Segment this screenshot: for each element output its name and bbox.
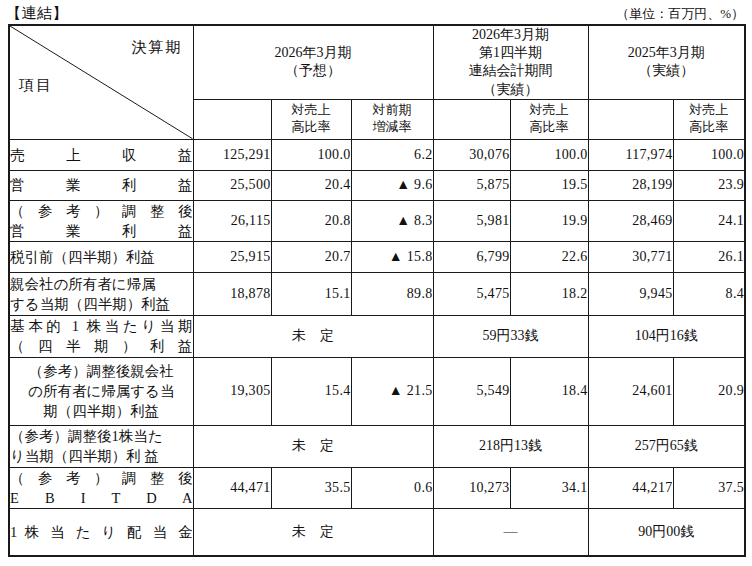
cell-value: 28,199	[588, 170, 673, 200]
row-label: 基本的 1 株当たり当期 （ 四 半 期 ） 利 益	[9, 315, 193, 357]
cell-value: 25,500	[193, 170, 271, 200]
cell-value: 24.1	[673, 200, 745, 241]
cell-value: 20.4	[271, 170, 351, 200]
cell-value: 18.2	[510, 272, 588, 315]
cell-value: 35.5	[271, 467, 351, 508]
row-label: 売 上 収 益	[9, 139, 193, 170]
cell-value: 20.8	[271, 200, 351, 241]
cell-value: 26.1	[673, 241, 745, 272]
row-label: （ 参 考 ） 調 整 後 E B I T D A	[9, 467, 193, 508]
cell-value: 34.1	[510, 467, 588, 508]
cell-merged-value: 218円13銭	[433, 425, 588, 467]
subheader-sales-ratio: 対売上 高比率	[673, 99, 745, 139]
cell-value: 20.9	[673, 357, 745, 425]
financial-results-table: 決算期 項目 2026年3月期 （予想） 2026年3月期 第1四半期 連結会計…	[8, 24, 746, 557]
empty-subheader-cell	[193, 99, 271, 139]
cell-merged-value: 104円16銭	[588, 315, 745, 357]
cell-value: 26,115	[193, 200, 271, 241]
cell-value: 19.5	[510, 170, 588, 200]
table-row-operating-profit: 営 業 利 益 25,500 20.4 ▲ 9.6 5,875 19.5 28,…	[9, 170, 745, 200]
cell-value: ▲ 15.8	[351, 241, 433, 272]
row-label: 営 業 利 益	[9, 170, 193, 200]
cell-value: 25,915	[193, 241, 271, 272]
diagonal-header-cell: 決算期 項目	[9, 25, 193, 139]
cell-value: ▲ 8.3	[351, 200, 433, 241]
cell-value: 117,974	[588, 139, 673, 170]
subheader-sales-ratio: 対売上 高比率	[510, 99, 588, 139]
cell-value: 0.6	[351, 467, 433, 508]
column-group-fy2026-forecast: 2026年3月期 （予想）	[193, 25, 433, 99]
consolidated-tag: 【連結】	[6, 4, 68, 23]
table-row-adjusted-eps: （参考）調整後1株当た り当期（四半期）利 益 未 定 218円13銭 257円…	[9, 425, 745, 467]
column-group-fy2026-q1-actual: 2026年3月期 第1四半期 連結会計期間 （実績）	[433, 25, 588, 99]
cell-value: 44,471	[193, 467, 271, 508]
cell-value: 100.0	[673, 139, 745, 170]
fiscal-period-label: 決算期	[132, 38, 183, 57]
cell-value: 15.1	[271, 272, 351, 315]
cell-merged-value: 未 定	[193, 315, 433, 357]
items-label: 項目	[19, 76, 53, 95]
cell-value: 5,475	[433, 272, 510, 315]
cell-value: 20.7	[271, 241, 351, 272]
table-row-profit-attributable-to-owners: 親会社の所有者に帰属 する当期（四半期）利益 18,878 15.1 89.8 …	[9, 272, 745, 315]
cell-value: 9,945	[588, 272, 673, 315]
cell-value: 22.6	[510, 241, 588, 272]
row-label: 親会社の所有者に帰属 する当期（四半期）利益	[9, 272, 193, 315]
cell-value: 28,469	[588, 200, 673, 241]
cell-value: 125,291	[193, 139, 271, 170]
cell-value: 5,549	[433, 357, 510, 425]
table-row-revenue: 売 上 収 益 125,291 100.0 6.2 30,076 100.0 1…	[9, 139, 745, 170]
table-row-adjusted-operating-profit: （ 参 考 ） 調 整 後 営 業 利 益 26,115 20.8 ▲ 8.3 …	[9, 200, 745, 241]
cell-merged-value: ―	[433, 508, 588, 556]
cell-value: 5,981	[433, 200, 510, 241]
cell-value: 37.5	[673, 467, 745, 508]
table-row-adjusted-profit-attributable: （参考）調整後親会社 の所有者に帰属する当 期（四半期）利益 19,305 15…	[9, 357, 745, 425]
cell-value: 19.9	[510, 200, 588, 241]
cell-merged-value: 257円65銭	[588, 425, 745, 467]
cell-value: 89.8	[351, 272, 433, 315]
cell-value: 19,305	[193, 357, 271, 425]
cell-value: 8.4	[673, 272, 745, 315]
row-label: 1 株 当 た り 配 当 金	[9, 508, 193, 556]
cell-value: 30,076	[433, 139, 510, 170]
column-group-fy2025-actual: 2025年3月期 （実績）	[588, 25, 745, 99]
cell-value: 30,771	[588, 241, 673, 272]
empty-subheader-cell	[588, 99, 673, 139]
cell-value: 18,878	[193, 272, 271, 315]
table-row-pretax-profit: 税引前（四半期）利益 25,915 20.7 ▲ 15.8 6,799 22.6…	[9, 241, 745, 272]
empty-subheader-cell	[433, 99, 510, 139]
cell-value: 44,217	[588, 467, 673, 508]
subheader-change-ratio: 対前期 増減率	[351, 99, 433, 139]
cell-value: 6,799	[433, 241, 510, 272]
cell-value: ▲ 21.5	[351, 357, 433, 425]
header-row-groups: 決算期 項目 2026年3月期 （予想） 2026年3月期 第1四半期 連結会計…	[9, 25, 745, 99]
row-label: （ 参 考 ） 調 整 後 営 業 利 益	[9, 200, 193, 241]
row-label: （参考）調整後親会社 の所有者に帰属する当 期（四半期）利益	[9, 357, 193, 425]
cell-value: 24,601	[588, 357, 673, 425]
subheader-sales-ratio: 対売上 高比率	[271, 99, 351, 139]
cell-merged-value: 59円33銭	[433, 315, 588, 357]
cell-value: 5,875	[433, 170, 510, 200]
cell-value: 23.9	[673, 170, 745, 200]
table-row-adjusted-ebitda: （ 参 考 ） 調 整 後 E B I T D A 44,471 35.5 0.…	[9, 467, 745, 508]
cell-value: 100.0	[510, 139, 588, 170]
table-row-dividend-per-share: 1 株 当 た り 配 当 金 未 定 ― 90円00銭	[9, 508, 745, 556]
cell-merged-value: 未 定	[193, 425, 433, 467]
cell-value: 10,273	[433, 467, 510, 508]
row-label: （参考）調整後1株当た り当期（四半期）利 益	[9, 425, 193, 467]
row-label: 税引前（四半期）利益	[9, 241, 193, 272]
table-row-basic-eps: 基本的 1 株当たり当期 （ 四 半 期 ） 利 益 未 定 59円33銭 10…	[9, 315, 745, 357]
unit-note: （単位：百万円、%）	[616, 5, 744, 23]
cell-merged-value: 90円00銭	[588, 508, 745, 556]
cell-value: 15.4	[271, 357, 351, 425]
cell-value: 18.4	[510, 357, 588, 425]
cell-value: 100.0	[271, 139, 351, 170]
cell-value: 6.2	[351, 139, 433, 170]
top-bar: 【連結】 （単位：百万円、%）	[0, 0, 752, 24]
cell-merged-value: 未 定	[193, 508, 433, 556]
cell-value: ▲ 9.6	[351, 170, 433, 200]
